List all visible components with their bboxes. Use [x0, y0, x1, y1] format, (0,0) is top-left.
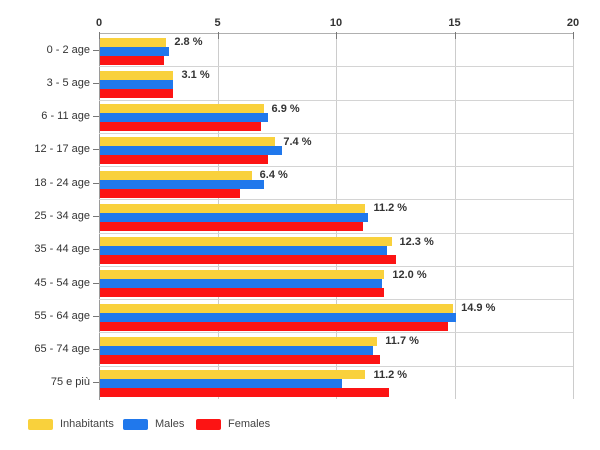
bar-males[interactable]	[100, 246, 387, 256]
bar-males[interactable]	[100, 212, 368, 222]
group-separator-line	[99, 332, 573, 334]
bar-inhabitants[interactable]	[100, 370, 366, 380]
x-axis-tick	[217, 32, 219, 39]
category-label: 3 - 5 age	[46, 76, 90, 89]
bar-value-label: 12.0 %	[392, 268, 427, 281]
legend-item-inhabitants[interactable]: Inhabitants	[28, 418, 114, 430]
bar-inhabitants[interactable]	[100, 37, 167, 47]
group-separator-line	[99, 99, 573, 101]
legend-item-males[interactable]: Males	[123, 418, 184, 430]
bar-value-label: 14.9 %	[461, 302, 496, 315]
bar-females[interactable]	[100, 288, 385, 298]
x-axis-tick-label: 10	[329, 17, 343, 29]
grid-line-vertical	[454, 33, 456, 399]
bar-value-label: 11.2 %	[373, 202, 408, 215]
x-axis-tick	[99, 32, 100, 39]
grid-line-vertical	[573, 33, 574, 399]
category-label: 0 - 2 age	[46, 43, 90, 56]
bar-value-label: 6.9 %	[271, 102, 300, 115]
y-axis-tick	[93, 249, 99, 251]
group-separator-line	[99, 365, 573, 367]
bar-value-label: 3.1 %	[181, 69, 210, 82]
bar-males[interactable]	[100, 113, 269, 123]
bar-inhabitants[interactable]	[100, 336, 378, 346]
bar-males[interactable]	[100, 312, 456, 322]
category-label: 75 e più	[50, 376, 90, 389]
y-axis-tick	[93, 182, 99, 184]
group-separator-line	[99, 299, 573, 301]
y-axis-tick	[93, 382, 99, 384]
bar-inhabitants[interactable]	[100, 137, 276, 147]
category-label: 25 - 34 age	[34, 210, 90, 222]
legend-swatch	[28, 418, 53, 430]
group-separator-line	[99, 132, 573, 134]
legend-label: Inhabitants	[60, 418, 114, 430]
legend-item-females[interactable]: Females	[196, 418, 270, 430]
bar-males[interactable]	[100, 46, 169, 56]
x-axis-tick-label: 0	[95, 17, 103, 29]
group-separator-line	[99, 199, 573, 201]
x-axis-tick-label: 5	[214, 17, 221, 29]
group-separator-line	[99, 166, 573, 168]
legend-label: Females	[228, 418, 271, 430]
category-label: 35 - 44 age	[34, 243, 90, 256]
category-label: 45 - 54 age	[34, 276, 90, 289]
bar-inhabitants[interactable]	[100, 70, 174, 80]
y-axis-tick	[93, 216, 99, 217]
bar-females[interactable]	[100, 354, 380, 364]
bar-males[interactable]	[100, 345, 373, 355]
x-axis-tick	[454, 32, 456, 39]
y-axis-tick	[93, 82, 99, 84]
group-separator-line	[99, 265, 573, 267]
bar-inhabitants[interactable]	[100, 303, 454, 313]
y-axis-tick	[93, 282, 99, 284]
y-axis-tick	[93, 149, 99, 151]
bar-females[interactable]	[100, 88, 174, 98]
bar-females[interactable]	[100, 221, 364, 231]
bar-value-label: 6.4 %	[259, 169, 288, 182]
bar-females[interactable]	[100, 321, 449, 331]
legend-swatch	[123, 418, 148, 430]
y-axis-tick	[93, 49, 99, 51]
x-axis-tick-label: 20	[566, 17, 580, 29]
y-axis-tick	[93, 315, 99, 317]
bar-females[interactable]	[100, 255, 397, 265]
y-axis-tick	[93, 349, 99, 351]
category-label: 55 - 64 age	[34, 309, 90, 322]
legend-swatch	[196, 418, 221, 430]
legend-label: Males	[155, 418, 185, 430]
bar-value-label: 12.3 %	[399, 235, 434, 248]
bar-males[interactable]	[100, 379, 342, 389]
bar-females[interactable]	[100, 155, 269, 165]
bar-males[interactable]	[100, 179, 264, 189]
bar-value-label: 11.7 %	[385, 335, 419, 348]
bar-females[interactable]	[100, 55, 164, 65]
bar-females[interactable]	[100, 122, 262, 132]
category-label: 12 - 17 age	[34, 143, 90, 156]
x-axis-tick	[573, 32, 574, 39]
category-label: 6 - 11 age	[41, 110, 90, 123]
bar-inhabitants[interactable]	[100, 270, 385, 280]
group-separator-line	[99, 232, 573, 234]
bar-value-label: 11.2 %	[373, 368, 408, 381]
bar-value-label: 2.8 %	[174, 36, 203, 48]
x-axis-tick	[336, 32, 337, 39]
category-label: 18 - 24 age	[34, 176, 90, 189]
bar-males[interactable]	[100, 146, 283, 156]
bar-inhabitants[interactable]	[100, 104, 264, 114]
bar-inhabitants[interactable]	[100, 203, 366, 213]
bar-females[interactable]	[100, 388, 390, 398]
x-axis-tick-label: 15	[448, 17, 461, 29]
bar-inhabitants[interactable]	[100, 170, 252, 180]
bar-females[interactable]	[100, 188, 240, 198]
bar-males[interactable]	[100, 79, 174, 89]
bar-inhabitants[interactable]	[100, 237, 392, 247]
bar-value-label: 7.4 %	[283, 135, 312, 148]
group-separator-line	[99, 66, 573, 68]
category-label: 65 - 74 age	[34, 343, 90, 356]
y-axis-tick	[93, 116, 99, 118]
bar-males[interactable]	[100, 279, 383, 289]
